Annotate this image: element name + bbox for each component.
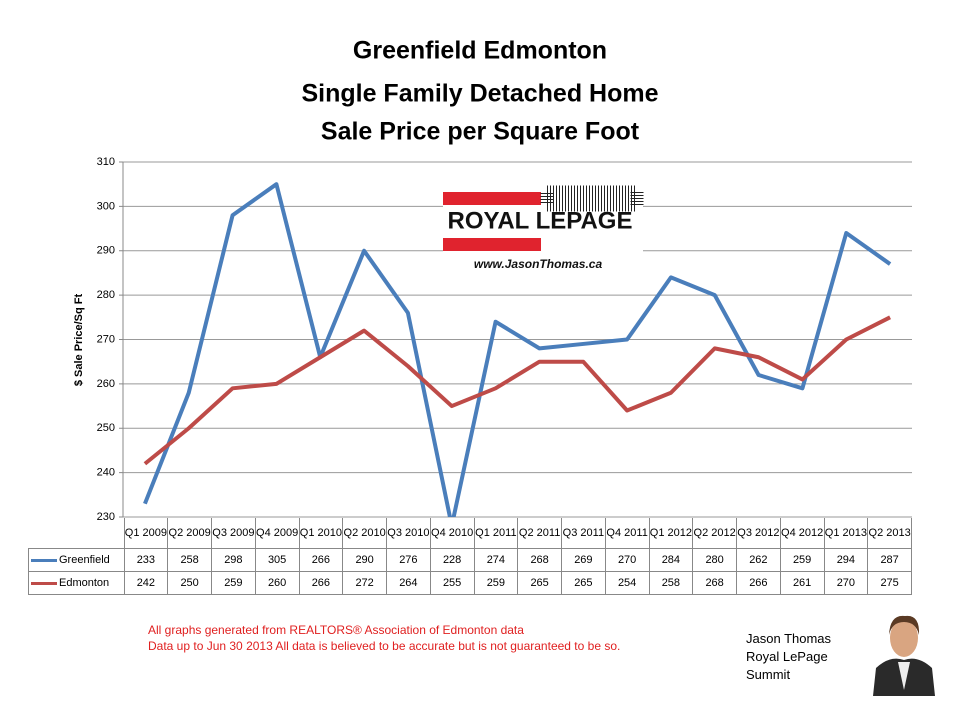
- agent-photo: [873, 612, 935, 696]
- table-value: 305: [254, 548, 300, 572]
- logo-url: www.JasonThomas.ca: [474, 257, 603, 271]
- series-line: [143, 315, 891, 466]
- chart-title: Single Family Detached Home: [301, 80, 658, 108]
- y-tick-label: 310: [97, 156, 115, 168]
- logo: ROYAL LEPAGE www.JasonThomas.ca: [443, 185, 644, 271]
- table-value: 264: [386, 571, 431, 595]
- table-value: 265: [561, 571, 606, 595]
- table-value: 258: [648, 571, 694, 595]
- table-value: 276: [386, 548, 431, 572]
- table-value: 254: [604, 571, 650, 595]
- table-value: 242: [123, 571, 169, 595]
- x-tick-label: Q4 2012: [779, 518, 825, 549]
- logo-stripes: [540, 185, 644, 212]
- agent-line: Jason Thomas: [746, 631, 832, 646]
- x-tick-label: Q1 2009: [123, 518, 169, 549]
- table-value: 275: [867, 571, 912, 595]
- x-tick-label: Q3 2009: [211, 518, 256, 549]
- y-tick-label: 300: [97, 200, 115, 212]
- x-tick-label: Q4 2009: [254, 518, 300, 549]
- x-tick-label: Q3 2012: [736, 518, 781, 549]
- table-value: 284: [648, 548, 694, 572]
- table-value: 269: [561, 548, 606, 572]
- table-value: 266: [298, 548, 344, 572]
- photo-hair: [889, 615, 920, 635]
- table-row: Edmonton 242 250 259 260 266 272 264 255 259 265 26…: [28, 571, 912, 595]
- legend-entry: Edmonton: [28, 571, 125, 595]
- x-tick-label: Q2 2011: [517, 518, 562, 549]
- table-row: Greenfield 233 258 298 305 266 290 276 228 274 268…: [28, 548, 912, 572]
- photo-face: [890, 619, 918, 657]
- logo-bar: [443, 238, 541, 251]
- table-value: 290: [342, 548, 387, 572]
- x-tick-label: Q3 2011: [561, 518, 606, 549]
- table-value: 259: [473, 571, 519, 595]
- table-value: 266: [736, 571, 781, 595]
- agent-info: Jason Thomas Royal LePage Summit: [746, 630, 831, 684]
- table-value: 250: [167, 571, 212, 595]
- y-tick-label: 270: [97, 333, 115, 345]
- table-value: 268: [692, 571, 737, 595]
- y-tick-label: 240: [97, 467, 115, 479]
- table-value: 268: [517, 548, 562, 572]
- table-value: 272: [342, 571, 387, 595]
- note-line: Data up to Jun 30 2013 All data is belie…: [148, 639, 621, 653]
- x-tick-label: Q2 2010: [342, 518, 387, 549]
- table-value: 270: [604, 548, 650, 572]
- source-note: All graphs generated from REALTORS® Asso…: [148, 622, 620, 654]
- table-value: 265: [517, 571, 562, 595]
- table-value: 259: [779, 548, 825, 572]
- chart-title: Sale Price per Square Foot: [321, 118, 640, 146]
- table-value: 266: [298, 571, 344, 595]
- logo-text: ROYAL LEPAGE: [448, 207, 633, 234]
- photo-shirt: [898, 662, 910, 690]
- x-tick-label: Q1 2013: [823, 518, 869, 549]
- table-value: 298: [211, 548, 256, 572]
- table-value: 261: [779, 571, 825, 595]
- x-tick-label: Q2 2012: [692, 518, 737, 549]
- x-tick-label: Q1 2011: [473, 518, 519, 549]
- y-tick-label: 290: [97, 245, 115, 257]
- legend-swatch: [31, 558, 57, 562]
- y-tick-label: 250: [97, 422, 115, 434]
- x-tick-label: Q1 2010: [298, 518, 344, 549]
- x-tick-label: Q3 2010: [386, 518, 431, 549]
- legend-label: Greenfield: [59, 554, 110, 566]
- y-tick-label: 280: [97, 289, 115, 301]
- y-axis-label: $ Sale Price/Sq Ft: [73, 294, 85, 387]
- x-tick-label: Q2 2013: [867, 518, 912, 549]
- agent-line: Royal LePage: [746, 649, 828, 664]
- x-tick-label: Q2 2009: [167, 518, 212, 549]
- logo-bar: [443, 192, 541, 205]
- table-corner: [28, 518, 125, 549]
- table-value: 274: [473, 548, 519, 572]
- table-value: 259: [211, 571, 256, 595]
- table-value: 228: [429, 548, 475, 572]
- table-value: 255: [429, 571, 475, 595]
- x-tick-label: Q1 2012: [648, 518, 694, 549]
- table-value: 280: [692, 548, 737, 572]
- table-value: 258: [167, 548, 212, 572]
- table-value: 294: [823, 548, 869, 572]
- note-line: All graphs generated from REALTORS® Asso…: [148, 623, 524, 637]
- legend-entry: Greenfield: [28, 548, 125, 572]
- agent-line: Summit: [746, 667, 791, 682]
- chart-title: Greenfield Edmonton: [353, 37, 607, 65]
- legend-swatch: [31, 581, 57, 585]
- x-tick-label: Q4 2010: [429, 518, 475, 549]
- x-tick-label: Q4 2011: [604, 518, 650, 549]
- data-table: Q1 2009 Q2 2009 Q3 2009 Q4 2009 Q1 2010 Q2 20…: [28, 518, 912, 595]
- table-value: 262: [736, 548, 781, 572]
- y-tick-label: 260: [97, 378, 115, 390]
- table-value: 270: [823, 571, 869, 595]
- table-value: 233: [123, 548, 169, 572]
- table-header-row: Q1 2009 Q2 2009 Q3 2009 Q4 2009 Q1 2010 Q2 20…: [28, 518, 912, 549]
- series-line: [143, 182, 892, 517]
- table-value: 287: [867, 548, 912, 572]
- table-value: 260: [254, 571, 300, 595]
- legend-label: Edmonton: [59, 577, 110, 589]
